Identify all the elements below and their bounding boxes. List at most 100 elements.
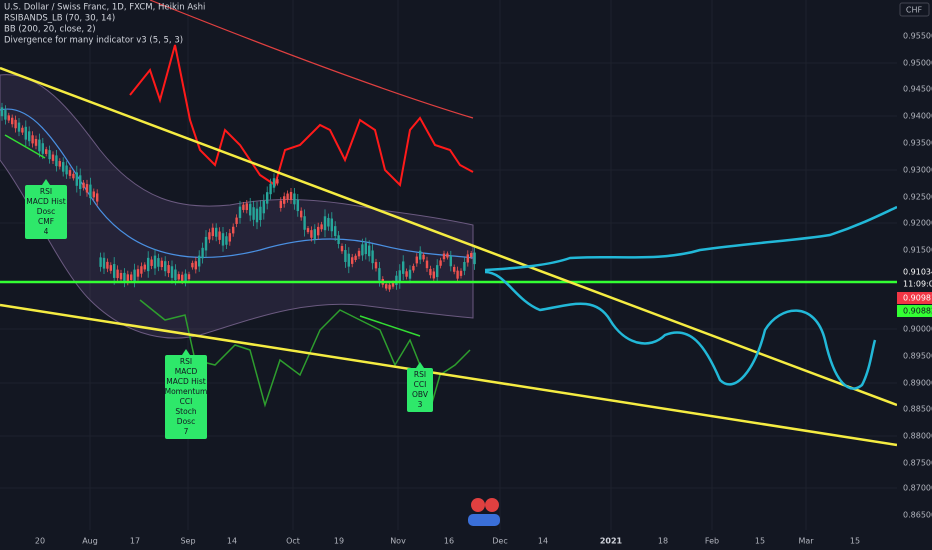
last-price: 0.91034 bbox=[903, 268, 932, 277]
time-tick-label: 16 bbox=[444, 537, 454, 546]
candle-body bbox=[436, 265, 439, 278]
time-tick-label: Nov bbox=[390, 537, 406, 546]
divergence-line bbox=[4, 134, 46, 159]
time-tick-label: Mar bbox=[798, 537, 814, 546]
time-tick-label: Sep bbox=[180, 537, 195, 546]
signal-pointer bbox=[182, 349, 190, 355]
candle-body bbox=[14, 119, 17, 129]
candle-body bbox=[85, 184, 89, 193]
candle-body bbox=[473, 252, 476, 265]
candle-body bbox=[378, 268, 381, 281]
candle-body bbox=[453, 266, 456, 272]
candle-body bbox=[167, 265, 170, 274]
currency-box bbox=[899, 2, 930, 17]
candle-body bbox=[249, 203, 252, 216]
candle-body bbox=[0, 107, 4, 117]
candle-body bbox=[439, 260, 442, 266]
red-tag bbox=[897, 292, 932, 304]
candle-body bbox=[150, 259, 153, 266]
signal-box bbox=[25, 185, 67, 239]
signal-text: Momentum bbox=[165, 387, 208, 396]
candle-body bbox=[235, 217, 238, 224]
candle-body bbox=[320, 224, 323, 230]
candle-body bbox=[157, 258, 160, 267]
time-tick-label: 19 bbox=[334, 537, 344, 546]
candle-body bbox=[351, 257, 354, 264]
candle-body bbox=[194, 261, 197, 270]
candle-body bbox=[75, 172, 78, 186]
candle-body bbox=[24, 126, 27, 140]
candle-body bbox=[391, 282, 395, 287]
candle-body bbox=[303, 216, 306, 230]
candle-body bbox=[113, 264, 116, 278]
candle-body bbox=[337, 235, 340, 244]
candle-body bbox=[65, 165, 68, 175]
candle-body bbox=[354, 255, 357, 260]
event-icon[interactable] bbox=[471, 498, 485, 512]
candle-body bbox=[415, 256, 418, 264]
candle-body bbox=[119, 272, 123, 280]
candle-body bbox=[374, 262, 378, 269]
time-tick-label: 2021 bbox=[600, 537, 623, 546]
signal-pointer bbox=[416, 362, 424, 368]
legend-line: RSIBANDS_LB (70, 30, 14) bbox=[4, 14, 115, 24]
candle-body bbox=[429, 268, 432, 276]
candle-body bbox=[28, 131, 31, 142]
candle-body bbox=[398, 270, 401, 283]
candles bbox=[0, 102, 476, 292]
candle-body bbox=[187, 274, 191, 280]
candle-body bbox=[191, 262, 194, 268]
candle-body bbox=[41, 143, 44, 154]
projection-lower bbox=[484, 270, 877, 390]
currency: CHF bbox=[906, 6, 923, 15]
candle-body bbox=[232, 226, 235, 234]
candle-body bbox=[463, 261, 466, 271]
candle-body bbox=[164, 261, 167, 272]
candle-body bbox=[211, 227, 214, 237]
candle-body bbox=[262, 200, 265, 214]
time-tick-label: 18 bbox=[658, 537, 668, 546]
candle-body bbox=[252, 207, 255, 220]
candle-body bbox=[242, 204, 245, 210]
candle-body bbox=[364, 243, 367, 255]
candle-body bbox=[419, 250, 422, 260]
candle-body bbox=[31, 135, 34, 144]
event-badge[interactable] bbox=[468, 514, 500, 526]
time-tick-label: Dec bbox=[492, 537, 507, 546]
candle-body bbox=[296, 199, 299, 212]
green-price: 0.90882 bbox=[903, 307, 932, 316]
candle-body bbox=[58, 161, 61, 167]
candle-body bbox=[218, 231, 221, 240]
candle-body bbox=[313, 229, 316, 239]
candle-body bbox=[385, 284, 388, 289]
candle-body bbox=[293, 193, 296, 205]
candle-body bbox=[432, 271, 435, 279]
candle-body bbox=[34, 138, 38, 146]
candle-body bbox=[388, 284, 391, 290]
trend-line-lower bbox=[0, 303, 898, 447]
moving-average bbox=[149, 0, 474, 119]
signal-text: CCI bbox=[414, 380, 427, 389]
candle-body bbox=[79, 175, 82, 190]
candle-body bbox=[174, 269, 177, 281]
last-price-tag bbox=[897, 266, 932, 290]
candle-body bbox=[72, 173, 75, 179]
candle-body bbox=[245, 203, 248, 211]
candle-body bbox=[327, 217, 330, 227]
candle-body bbox=[405, 271, 408, 277]
event-icon[interactable] bbox=[485, 498, 499, 512]
candle-body bbox=[412, 265, 415, 271]
candle-body bbox=[371, 250, 374, 264]
trend-line-upper bbox=[0, 66, 898, 407]
candle-body bbox=[361, 244, 364, 256]
signal-text: MACD Hist bbox=[26, 197, 65, 206]
time-tick-label: 20 bbox=[35, 537, 45, 546]
candle-body bbox=[306, 228, 310, 233]
